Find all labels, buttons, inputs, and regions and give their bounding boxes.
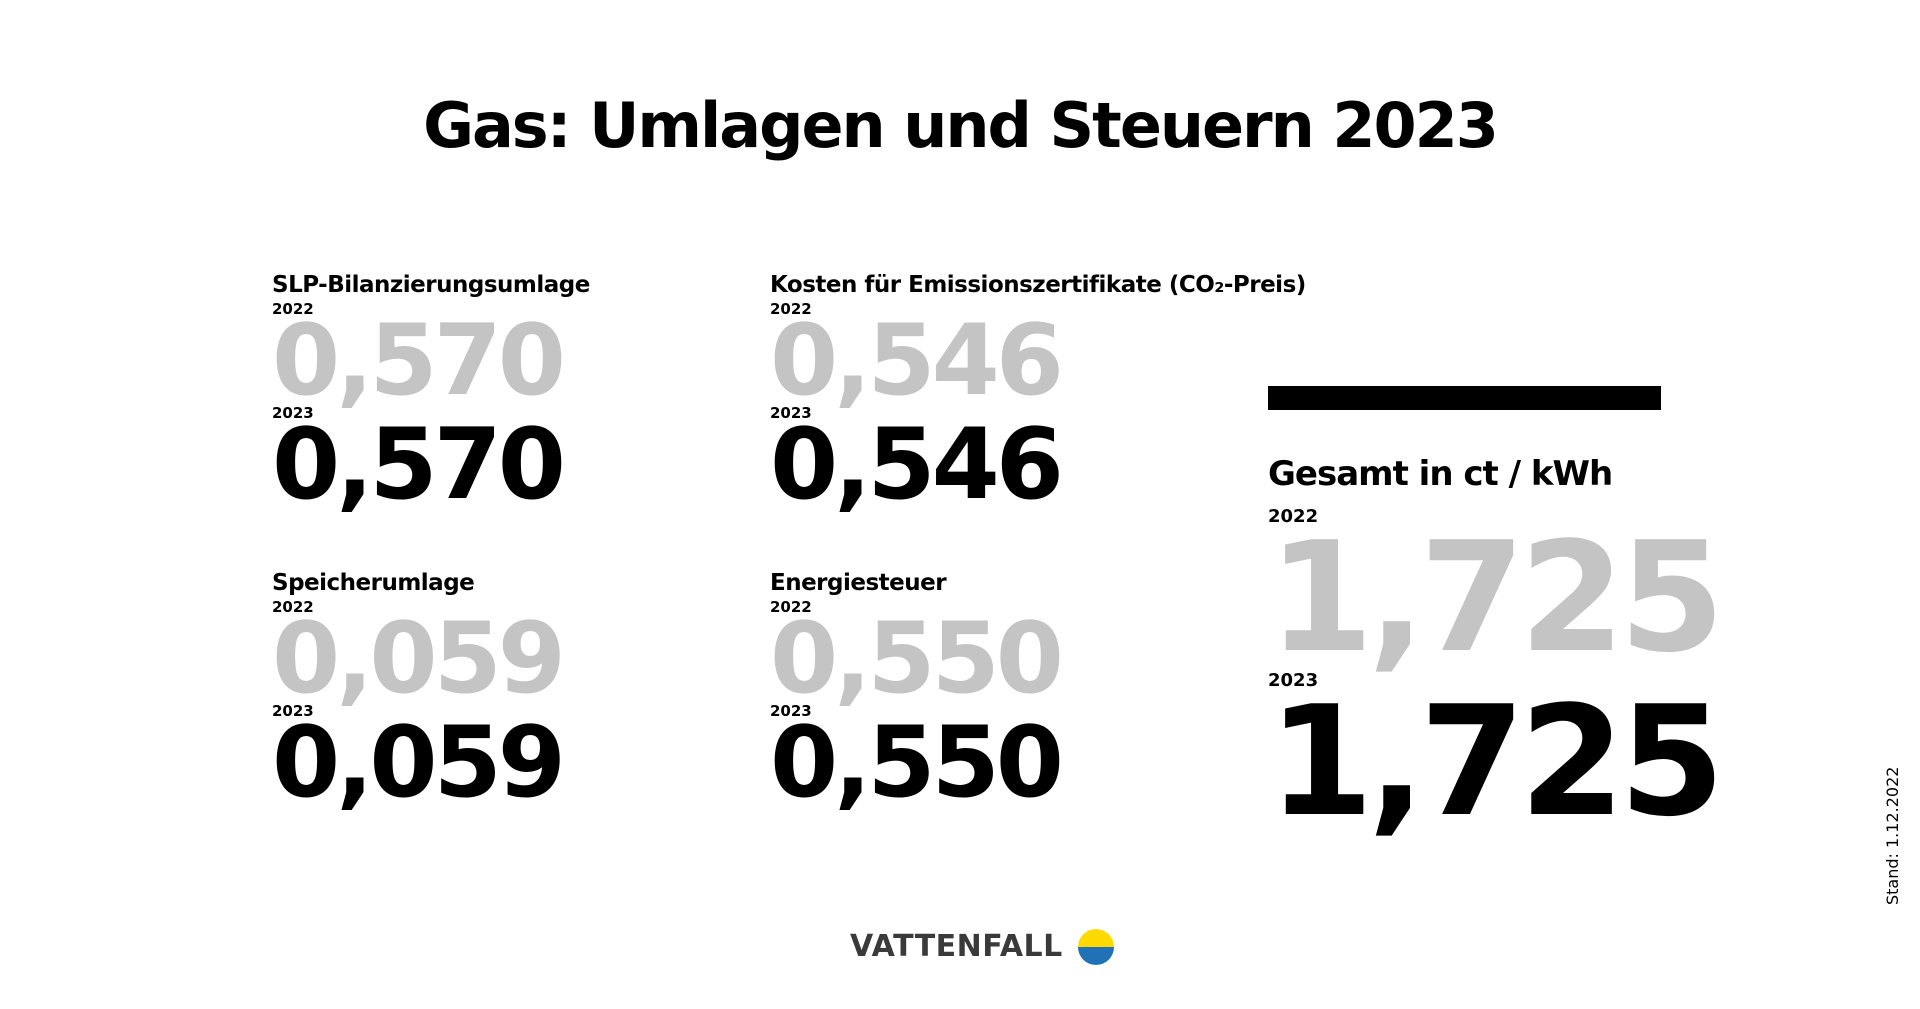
year-previous: 2022 bbox=[770, 598, 812, 616]
year-previous: 2022 bbox=[272, 598, 314, 616]
year-current: 2023 bbox=[272, 404, 314, 422]
total-year-current: 2023 bbox=[1268, 670, 1319, 691]
year-current: 2023 bbox=[272, 702, 314, 720]
brand-name: VATTENFALL bbox=[850, 929, 1063, 964]
value-previous: 0,059 bbox=[272, 602, 566, 716]
total-value-current: 1,725 bbox=[1268, 673, 1725, 850]
value-current: 0,546 bbox=[770, 408, 1064, 522]
year-current: 2023 bbox=[770, 404, 812, 422]
value-previous: 0,550 bbox=[770, 602, 1064, 716]
value-current: 0,550 bbox=[770, 706, 1064, 820]
brand: VATTENFALL bbox=[850, 928, 1115, 966]
value-previous: 0,546 bbox=[770, 304, 1064, 418]
year-previous: 2022 bbox=[770, 300, 812, 318]
item-co2-preis: Kosten für Emissionszertifikate (CO₂-Pre… bbox=[770, 270, 1306, 522]
total-block: Gesamt in ct / kWh 2022 1,725 2023 1,725 bbox=[1268, 386, 1725, 850]
year-previous: 2022 bbox=[272, 300, 314, 318]
item-label: Speicherumlage bbox=[272, 570, 475, 596]
item-label: Energiesteuer bbox=[770, 570, 947, 596]
total-year-previous: 2022 bbox=[1268, 506, 1319, 527]
value-previous: 0,570 bbox=[272, 304, 566, 418]
total-divider-bar bbox=[1268, 386, 1661, 410]
item-label: SLP-Bilanzierungsumlage bbox=[272, 272, 590, 298]
item-slp-bilanzierungsumlage: SLP-Bilanzierungsumlage 2022 0,570 2023 … bbox=[272, 270, 752, 522]
total-value-previous: 1,725 bbox=[1268, 509, 1725, 686]
total-label: Gesamt in ct / kWh bbox=[1268, 454, 1613, 494]
value-current: 0,570 bbox=[272, 408, 566, 522]
item-energiesteuer: Energiesteuer 2022 0,550 2023 0,550 bbox=[770, 568, 1250, 820]
page-title: Gas: Umlagen und Steuern 2023 bbox=[423, 89, 1499, 162]
item-speicherumlage: Speicherumlage 2022 0,059 2023 0,059 bbox=[272, 568, 752, 820]
value-current: 0,059 bbox=[272, 706, 566, 820]
year-current: 2023 bbox=[770, 702, 812, 720]
stand-date: Stand: 1.12.2022 bbox=[1883, 766, 1902, 905]
item-label: Kosten für Emissionszertifikate (CO₂-Pre… bbox=[770, 272, 1306, 298]
vattenfall-logo-icon bbox=[1077, 929, 1114, 965]
